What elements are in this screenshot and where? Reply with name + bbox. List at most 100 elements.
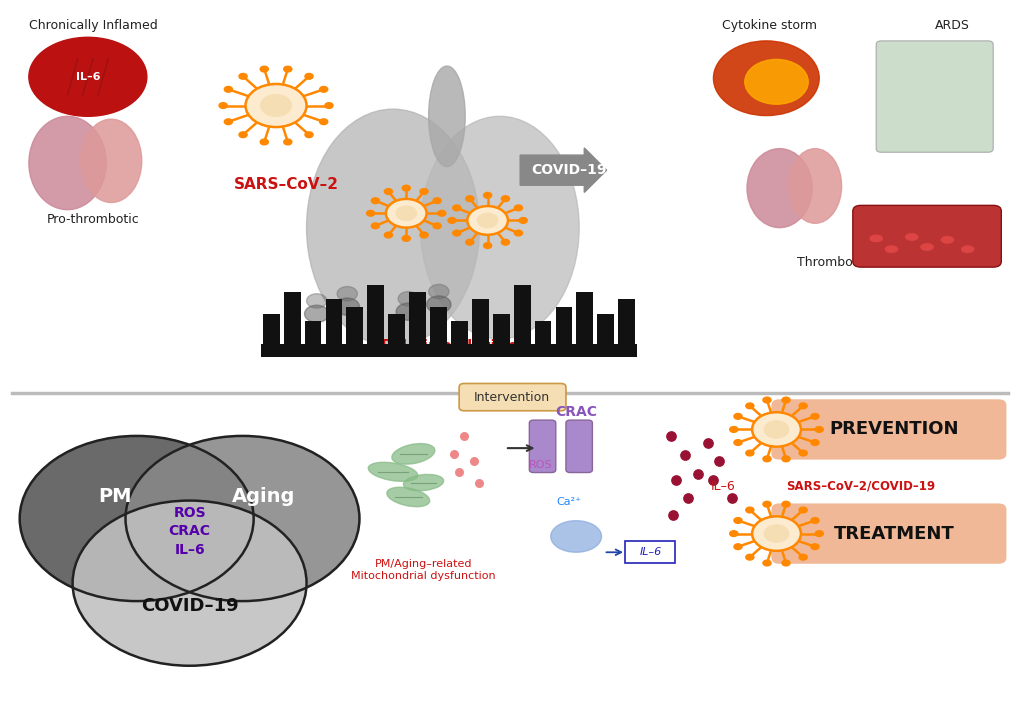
- Circle shape: [384, 189, 392, 195]
- Text: SARS–CoV–2: SARS–CoV–2: [233, 177, 338, 193]
- Point: [689, 468, 705, 479]
- Circle shape: [437, 211, 445, 216]
- FancyBboxPatch shape: [367, 285, 384, 357]
- Circle shape: [798, 403, 806, 409]
- Point: [662, 430, 679, 442]
- Circle shape: [324, 102, 332, 108]
- Circle shape: [751, 516, 800, 551]
- FancyBboxPatch shape: [346, 306, 363, 357]
- Text: Thrombotic events: Thrombotic events: [797, 257, 914, 270]
- Circle shape: [734, 440, 742, 446]
- Text: PM: PM: [99, 487, 131, 506]
- Ellipse shape: [941, 236, 953, 243]
- Ellipse shape: [29, 116, 106, 210]
- Text: PM/Aging–related
Mitochondrial dysfunction: PM/Aging–related Mitochondrial dysfuncti…: [351, 559, 495, 581]
- Circle shape: [798, 507, 806, 513]
- FancyBboxPatch shape: [625, 541, 675, 563]
- FancyBboxPatch shape: [576, 292, 593, 357]
- Circle shape: [447, 218, 455, 224]
- Circle shape: [305, 305, 328, 322]
- Ellipse shape: [884, 246, 897, 252]
- Ellipse shape: [81, 119, 142, 203]
- Circle shape: [745, 507, 753, 513]
- Circle shape: [514, 205, 522, 211]
- Circle shape: [798, 450, 806, 456]
- Ellipse shape: [920, 244, 932, 250]
- Ellipse shape: [307, 109, 479, 346]
- Circle shape: [810, 544, 818, 549]
- FancyBboxPatch shape: [534, 321, 551, 357]
- Text: TREATMENT: TREATMENT: [834, 525, 954, 543]
- Point: [699, 438, 715, 449]
- Circle shape: [336, 286, 357, 301]
- Circle shape: [19, 436, 254, 601]
- Circle shape: [305, 74, 313, 79]
- Text: SARS–CoV–2/COVID–19: SARS–CoV–2/COVID–19: [786, 479, 934, 492]
- Circle shape: [466, 239, 474, 245]
- Ellipse shape: [386, 487, 429, 507]
- FancyBboxPatch shape: [875, 41, 993, 152]
- Circle shape: [238, 74, 247, 79]
- Circle shape: [307, 293, 326, 308]
- Circle shape: [501, 239, 510, 245]
- Circle shape: [260, 139, 268, 145]
- Point: [445, 448, 462, 459]
- Circle shape: [401, 185, 410, 191]
- Circle shape: [260, 66, 268, 72]
- Ellipse shape: [428, 66, 465, 167]
- Circle shape: [501, 196, 510, 202]
- Text: IL–6: IL–6: [710, 479, 736, 492]
- Ellipse shape: [744, 59, 807, 105]
- Point: [466, 455, 482, 466]
- Circle shape: [763, 421, 788, 438]
- FancyBboxPatch shape: [852, 205, 1001, 267]
- Circle shape: [283, 66, 291, 72]
- Text: ROS: ROS: [528, 460, 551, 469]
- Circle shape: [729, 531, 737, 536]
- Circle shape: [395, 303, 420, 320]
- Circle shape: [762, 560, 770, 566]
- Text: Chronically Inflamed: Chronically Inflamed: [29, 19, 157, 32]
- FancyBboxPatch shape: [529, 420, 555, 472]
- Circle shape: [371, 198, 379, 203]
- Text: COVID–19: COVID–19: [141, 597, 238, 615]
- Circle shape: [798, 554, 806, 560]
- FancyBboxPatch shape: [472, 299, 488, 357]
- Circle shape: [305, 132, 313, 138]
- Circle shape: [334, 298, 359, 315]
- Point: [709, 455, 726, 466]
- Circle shape: [483, 193, 491, 198]
- Point: [704, 474, 720, 486]
- Circle shape: [125, 436, 359, 601]
- Circle shape: [782, 456, 790, 461]
- Point: [667, 474, 684, 486]
- FancyBboxPatch shape: [555, 306, 572, 357]
- Text: ARDS: ARDS: [934, 19, 969, 32]
- Circle shape: [246, 84, 307, 127]
- FancyBboxPatch shape: [305, 321, 321, 357]
- FancyBboxPatch shape: [770, 399, 1006, 459]
- Circle shape: [426, 296, 450, 313]
- Circle shape: [433, 223, 440, 229]
- Circle shape: [745, 403, 753, 409]
- Circle shape: [261, 94, 291, 116]
- FancyBboxPatch shape: [261, 344, 637, 357]
- Circle shape: [810, 518, 818, 523]
- Circle shape: [224, 119, 232, 125]
- Text: Aging: Aging: [232, 487, 296, 506]
- FancyBboxPatch shape: [388, 314, 405, 357]
- Circle shape: [371, 223, 379, 229]
- Circle shape: [420, 189, 428, 195]
- Circle shape: [72, 500, 307, 665]
- Circle shape: [433, 198, 440, 203]
- FancyBboxPatch shape: [597, 314, 613, 357]
- Circle shape: [467, 206, 507, 235]
- Ellipse shape: [869, 235, 881, 242]
- Circle shape: [428, 284, 448, 298]
- FancyBboxPatch shape: [770, 503, 1006, 564]
- Point: [677, 449, 693, 461]
- Circle shape: [395, 206, 416, 221]
- Circle shape: [763, 525, 788, 542]
- Circle shape: [745, 450, 753, 456]
- Text: CRAC: CRAC: [554, 405, 596, 419]
